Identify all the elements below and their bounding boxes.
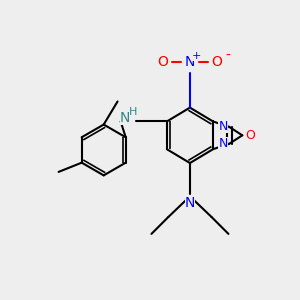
Text: +: +	[192, 51, 202, 61]
Text: N: N	[185, 196, 195, 210]
Text: N: N	[218, 120, 228, 134]
Text: O: O	[158, 55, 168, 69]
Text: O: O	[212, 55, 222, 69]
Text: N: N	[185, 55, 195, 69]
Text: -: -	[225, 49, 230, 63]
Text: H: H	[129, 107, 137, 117]
Text: O: O	[245, 129, 255, 142]
Text: N: N	[120, 111, 130, 125]
Text: N: N	[218, 137, 228, 150]
